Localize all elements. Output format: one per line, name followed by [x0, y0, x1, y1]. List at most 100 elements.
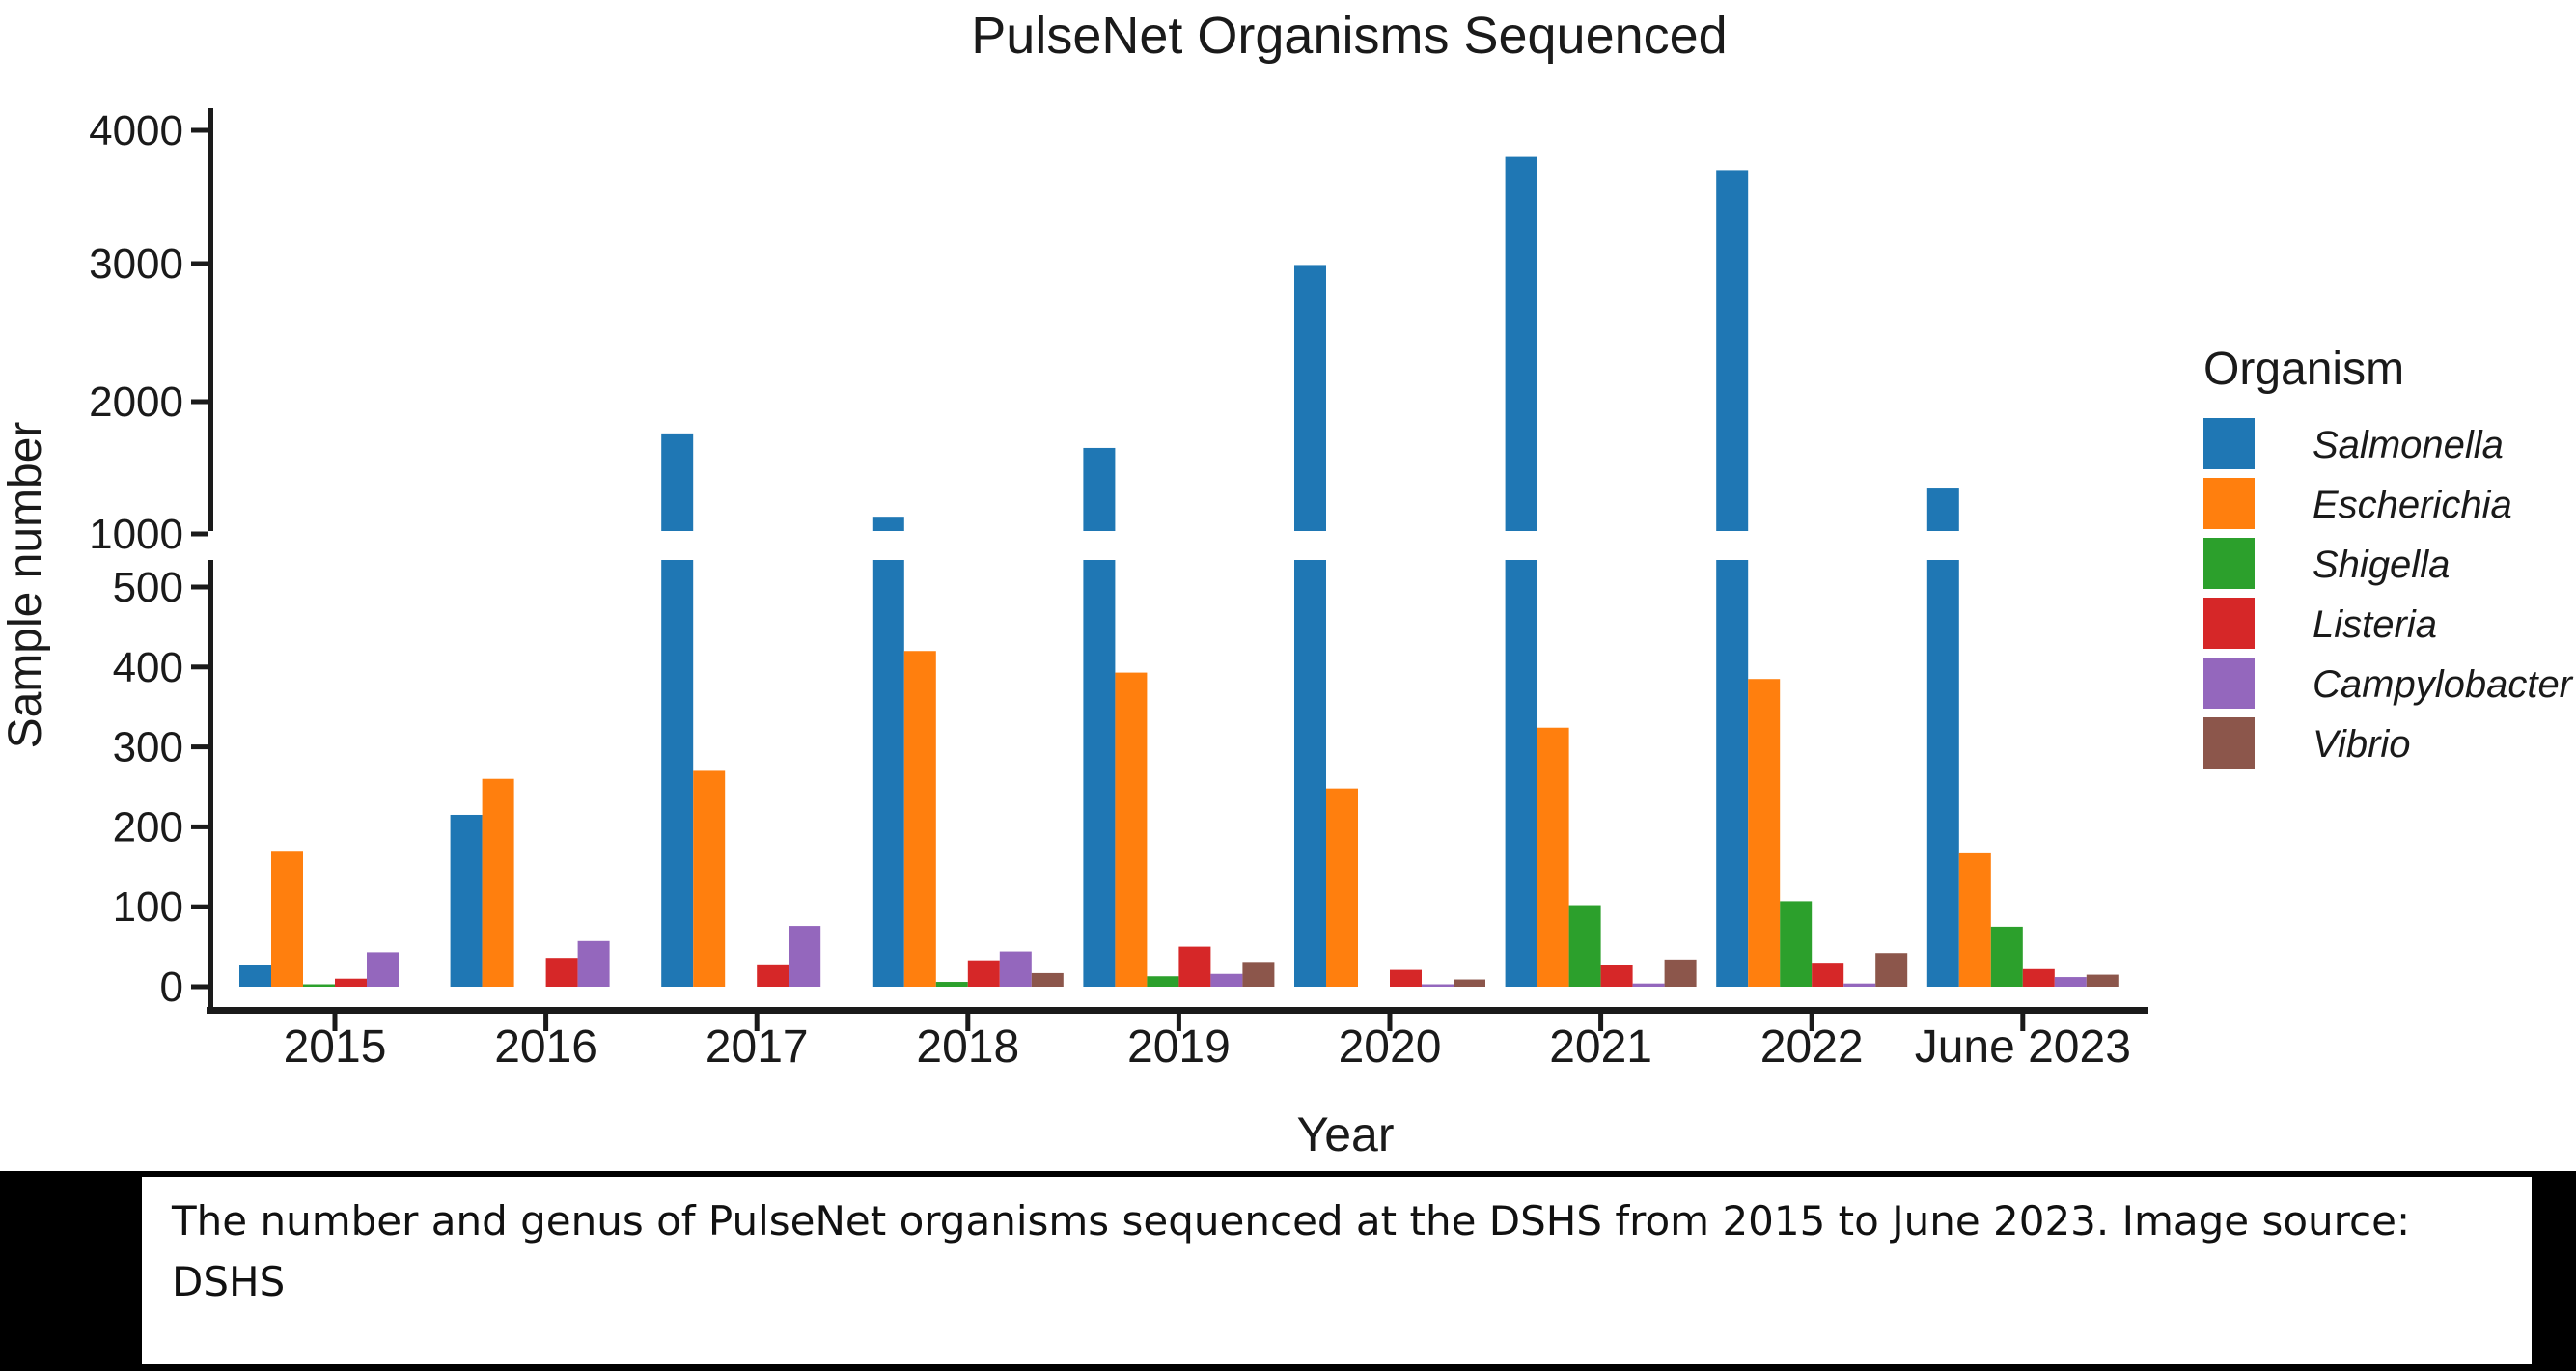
bar-salmonella-2019-lower: [1083, 560, 1116, 987]
x-tick-label: 2016: [494, 1021, 597, 1073]
bar-salmonella-2020-upper: [1294, 265, 1326, 531]
bar-listeria-2020: [1390, 969, 1422, 987]
legend-swatch-shigella-icon: [2203, 538, 2255, 589]
y-tick-label-3000: 3000: [89, 240, 183, 288]
x-tick-2017: [754, 1012, 760, 1031]
bar-salmonella-2018-upper: [872, 517, 904, 531]
bar-escherichia-2016: [482, 778, 514, 987]
y-tick-label-300: 300: [113, 724, 183, 771]
bar-listeria-2021: [1600, 965, 1633, 987]
x-tick-2022: [1809, 1012, 1814, 1031]
bar-listeria-2017: [757, 964, 789, 987]
axes-layer: 0 100 200 300 400 500 1000 2000 3000 4000 2015 2016…: [89, 107, 2148, 1073]
caption-band: The number and genus of PulseNet organis…: [0, 1171, 2576, 1371]
bar-shigella-2019: [1147, 976, 1179, 987]
y-tick-100: [191, 904, 208, 909]
x-tick-June 2023: [2020, 1012, 2026, 1031]
bar-escherichia-2018: [903, 651, 936, 987]
bar-salmonella-2022-lower: [1716, 560, 1749, 987]
x-tick-label: June 2023: [1915, 1021, 2131, 1073]
bar-salmonella-2016: [450, 814, 483, 987]
bar-salmonella-2017-upper: [661, 433, 694, 531]
x-tick-label: 2021: [1549, 1021, 1652, 1073]
bar-campylobacter-2015: [367, 952, 399, 987]
bar-listeria-june-2023: [2022, 968, 2055, 987]
bar-escherichia-2022: [1748, 679, 1781, 987]
bar-campylobacter-2022: [1843, 983, 1876, 987]
bar-salmonella-2019-upper: [1083, 447, 1116, 531]
y-tick-3000: [191, 261, 208, 266]
legend-swatch-campylobacter-icon: [2203, 658, 2255, 709]
bar-salmonella-2020-lower: [1294, 560, 1326, 987]
bar-campylobacter-2018: [999, 951, 1032, 987]
legend-swatch-listeria-icon: [2203, 598, 2255, 649]
bar-salmonella-2022-upper: [1716, 170, 1749, 531]
bar-campylobacter-2016: [577, 940, 610, 987]
bar-shigella-2021: [1568, 905, 1601, 987]
bar-escherichia-june-2023: [1958, 852, 1991, 987]
legend-swatch-escherichia-icon: [2203, 478, 2255, 529]
bar-vibrio-2022: [1875, 953, 1908, 987]
bar-salmonella-june-2023-upper: [1926, 488, 1959, 531]
x-tick-2016: [543, 1012, 549, 1031]
legend-swatch-vibrio-icon: [2203, 717, 2255, 769]
bar-escherichia-2015: [271, 851, 303, 987]
y-axis-spine-lower: [208, 560, 213, 1014]
y-tick-label-400: 400: [113, 644, 183, 691]
bar-vibrio-june-2023: [2086, 974, 2119, 987]
y-tick-1000: [191, 531, 208, 537]
legend-layer: Organism Salmonella Escherichia Shigella Lis…: [2203, 344, 2574, 769]
bars-layer: [239, 156, 2119, 987]
caption-box: The number and genus of PulseNet organis…: [142, 1177, 2532, 1364]
bar-vibrio-2020: [1454, 979, 1485, 987]
bar-campylobacter-2019: [1210, 973, 1243, 987]
x-tick-label: 2017: [706, 1021, 809, 1073]
legend-label-vibrio: Vibrio: [2313, 723, 2411, 766]
bar-campylobacter-2021: [1632, 983, 1665, 987]
x-tick-label: 2018: [916, 1021, 1019, 1073]
pulsenet-bar-chart: PulseNet Organisms Sequenced Sample numb…: [0, 7, 2574, 1161]
x-tick-label: 2022: [1760, 1021, 1864, 1073]
bar-shigella-2015: [303, 984, 335, 987]
y-tick-200: [191, 824, 208, 829]
bar-listeria-2018: [967, 960, 1000, 987]
x-axis-line: [207, 1007, 2148, 1014]
bar-salmonella-2018-lower: [872, 560, 904, 987]
x-tick-label: 2015: [284, 1021, 387, 1073]
bar-vibrio-2019: [1242, 962, 1275, 987]
y-tick-300: [191, 744, 208, 750]
bar-escherichia-2021: [1537, 727, 1569, 987]
x-tick-label: 2019: [1127, 1021, 1231, 1073]
bar-campylobacter-2017: [789, 926, 821, 987]
y-tick-label-0: 0: [160, 964, 183, 1011]
x-tick-2019: [1176, 1012, 1181, 1031]
x-tick-label: 2020: [1339, 1021, 1442, 1073]
legend-label-escherichia: Escherichia: [2313, 484, 2512, 526]
bar-escherichia-2017: [693, 770, 726, 987]
y-axis-title: Sample number: [0, 422, 51, 749]
bar-listeria-2015: [335, 978, 367, 987]
bar-salmonella-2015: [239, 965, 271, 987]
y-tick-label-2000: 2000: [89, 378, 183, 426]
y-tick-label-100: 100: [113, 883, 183, 931]
chart-title: PulseNet Organisms Sequenced: [971, 7, 1727, 65]
y-tick-label-500: 500: [113, 564, 183, 611]
bar-campylobacter-2020: [1422, 984, 1454, 987]
legend-label-listeria: Listeria: [2313, 603, 2437, 646]
bar-escherichia-2020: [1326, 788, 1358, 987]
x-tick-2018: [965, 1012, 971, 1031]
bar-campylobacter-june-2023: [2054, 977, 2087, 987]
x-tick-2021: [1598, 1012, 1604, 1031]
legend-swatch-salmonella-icon: [2203, 418, 2255, 469]
legend-label-shigella: Shigella: [2313, 544, 2450, 586]
y-axis-spine-upper: [208, 108, 213, 531]
y-tick-label-4000: 4000: [89, 107, 183, 154]
bar-salmonella-2021-lower: [1505, 560, 1537, 987]
y-tick-label-1000: 1000: [89, 511, 183, 558]
bar-vibrio-2021: [1664, 959, 1697, 987]
bar-listeria-2022: [1812, 963, 1844, 987]
legend-title: Organism: [2203, 344, 2404, 395]
y-tick-500: [191, 584, 208, 590]
bar-salmonella-june-2023-lower: [1926, 560, 1959, 987]
bar-shigella-june-2023: [1990, 926, 2023, 987]
